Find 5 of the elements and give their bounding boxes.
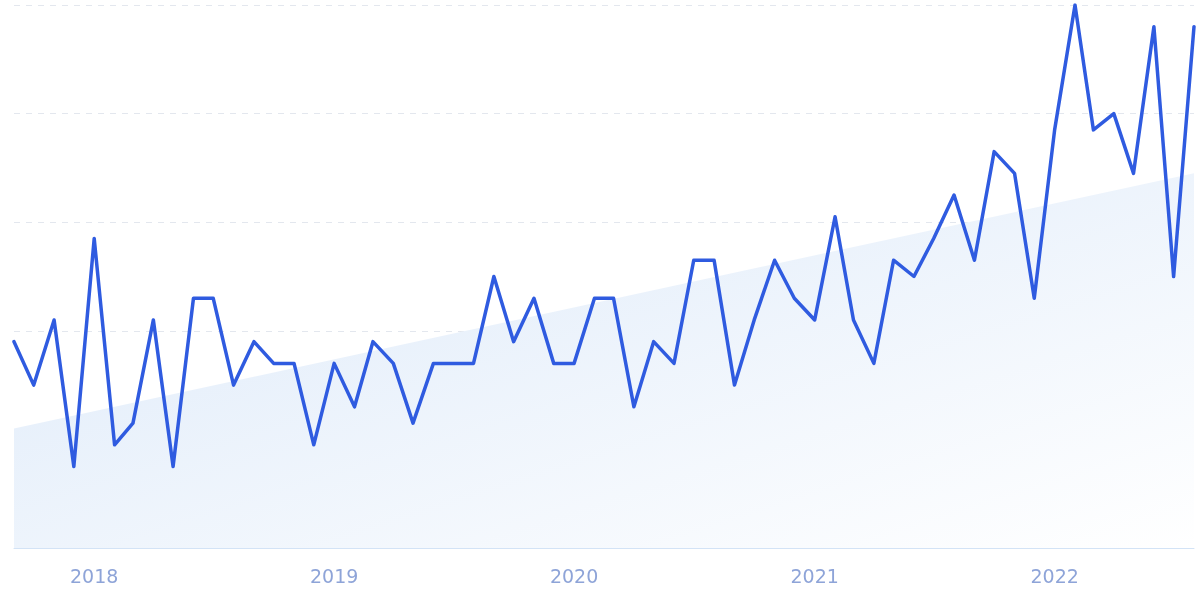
x-tick-label: 2019 [309,564,359,587]
x-tick-label: 2021 [790,564,839,587]
x-tick-label: 2022 [1030,564,1079,587]
x-tick-label: 2018 [70,564,119,587]
x-tick-label: 2020 [549,564,599,587]
